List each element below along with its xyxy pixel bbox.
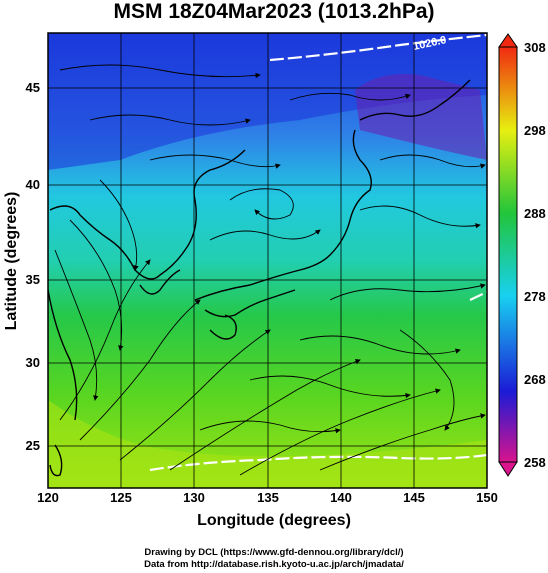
grid-lines (48, 33, 487, 488)
map-title: MSM 18Z04Mar2023 (1013.2hPa) (113, 0, 435, 23)
x-tick-label: 120 (37, 490, 59, 505)
colorbar-tick-label: 258 (524, 455, 546, 470)
isobar-contours (149, 33, 488, 472)
colorbar-max-arrow (498, 33, 518, 48)
y-tick-label: 40 (25, 177, 40, 192)
x-tick-label: 145 (403, 490, 425, 505)
y-tick-label: 45 (25, 80, 40, 95)
coastlines (47, 79, 471, 477)
colorbar-tick-label: 268 (524, 372, 546, 387)
drawing-credit: Drawing by DCL (https://www.gfd-dennou.o… (144, 547, 404, 558)
colorbar (498, 33, 518, 477)
y-tick-label: 30 (25, 355, 40, 370)
x-tick-label: 135 (257, 490, 279, 505)
colorbar-tick-label: 278 (524, 289, 546, 304)
y-tick-label: 25 (25, 438, 40, 453)
temperature-field (48, 33, 487, 488)
map-frame (47, 32, 488, 489)
colorbar-tick-label: 288 (524, 206, 546, 221)
colorbar-tick-label: 308 (524, 40, 546, 55)
y-tick-label: 35 (25, 272, 40, 287)
streamlines (54, 64, 486, 476)
colorbar-tick-label: 298 (524, 123, 546, 138)
colorbar-min-arrow (498, 461, 518, 477)
x-tick-label: 150 (476, 490, 498, 505)
x-axis-label: Longitude (degrees) (197, 512, 351, 529)
x-tick-label: 140 (330, 490, 352, 505)
data-source-credit: Data from http://database.rish.kyoto-u.a… (144, 559, 404, 570)
x-tick-label: 125 (110, 490, 132, 505)
x-tick-label: 130 (183, 490, 205, 505)
y-axis-label: Latitude (degrees) (3, 191, 20, 331)
